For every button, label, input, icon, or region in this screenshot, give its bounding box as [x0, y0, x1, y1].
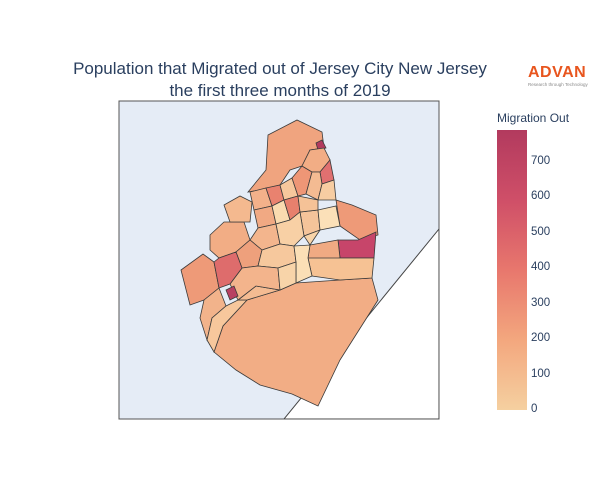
- tract-north-tip: [315, 139, 327, 151]
- colorbar-tick: 200: [531, 332, 551, 344]
- tract-downtown-3: [303, 229, 322, 246]
- chart-title-line1: Population that Migrated out of Jersey C…: [73, 59, 487, 78]
- tract-east-low: [307, 257, 375, 281]
- colorbar-title: Migration Out: [497, 111, 570, 125]
- tract-mid-7: [305, 171, 323, 201]
- tract-mid-17: [293, 244, 313, 284]
- chart-title-line2: the first three months of 2019: [169, 81, 391, 100]
- chart-title: Population that Migrated out of Jersey C…: [30, 58, 530, 102]
- colorbar-gradient: [497, 130, 527, 410]
- tract-sw-1: [206, 299, 248, 353]
- tract-north-large: [247, 119, 325, 193]
- colorbar-tick: 400: [531, 261, 551, 273]
- tract-west-2: [213, 251, 243, 289]
- colorbar-tick: 300: [531, 297, 551, 309]
- tract-mid-8: [317, 179, 337, 201]
- logo-wordmark: ADVAN: [528, 64, 587, 81]
- tract-downtown-2: [317, 205, 341, 231]
- colorbar-tick: 700: [531, 155, 551, 167]
- city-outline: [180, 119, 379, 407]
- tract-mid-12: [297, 195, 319, 213]
- tract-mid-18: [229, 265, 281, 301]
- tract-west-upper: [223, 195, 253, 223]
- colorbar-tick: 100: [531, 368, 551, 380]
- tract-west-hot: [225, 285, 239, 301]
- tract-mid-19: [277, 261, 297, 291]
- logo-tagline: Research through Technology: [528, 82, 588, 87]
- colorbar-tick: 0: [531, 403, 538, 415]
- advan-logo: ADVAN Research through Technology: [528, 64, 596, 88]
- colorbar-tick: 600: [531, 190, 551, 202]
- colorbar-tick: 500: [531, 226, 551, 238]
